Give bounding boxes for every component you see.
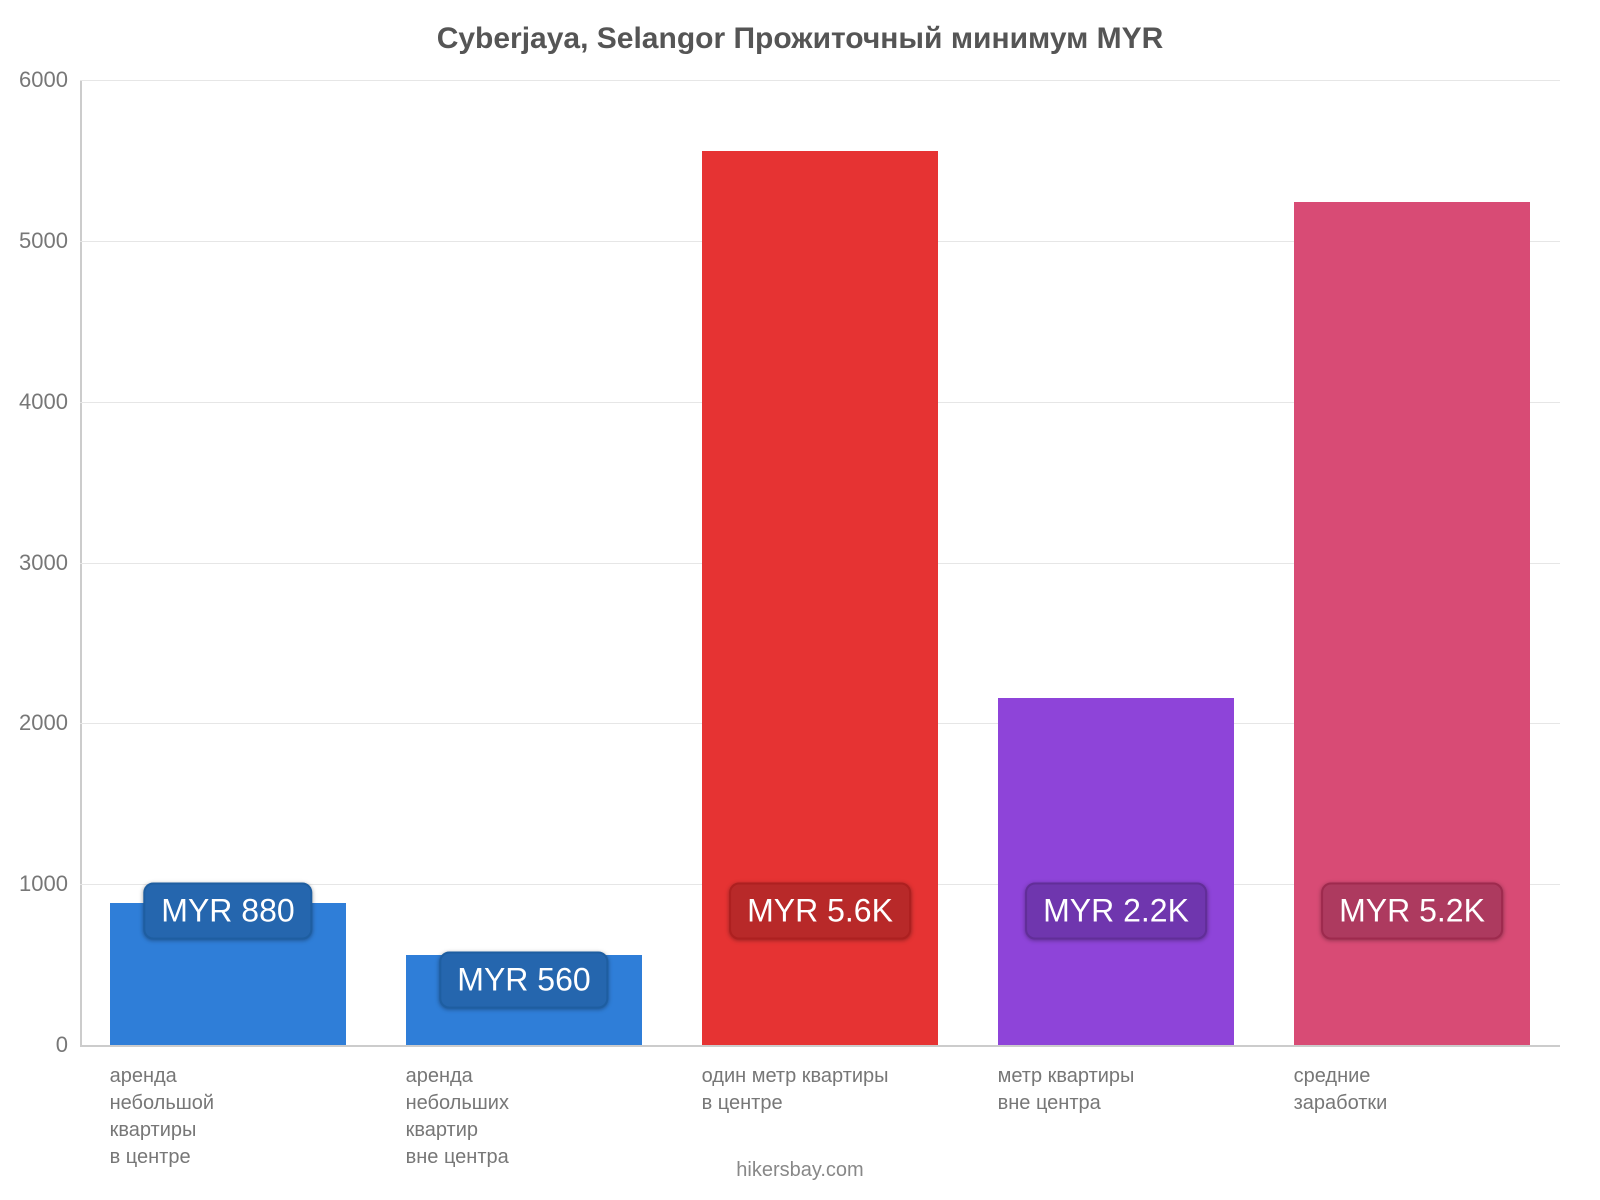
y-tick-label: 3000 [8, 550, 68, 576]
bar-value-label: MYR 2.2K [1025, 882, 1207, 939]
x-tick-label: аренда небольшой квартиры в центре [110, 1063, 376, 1171]
y-tick-label: 0 [8, 1032, 68, 1058]
cost-of-living-chart: Cyberjaya, Selangor Прожиточный минимум … [0, 0, 1600, 1200]
chart-title: Cyberjaya, Selangor Прожиточный минимум … [0, 22, 1600, 56]
bar-value-label: MYR 560 [439, 952, 608, 1009]
y-tick-label: 6000 [8, 67, 68, 93]
x-tick-label: аренда небольших квартир вне центра [406, 1063, 672, 1171]
y-tick-label: 5000 [8, 228, 68, 254]
y-tick-label: 1000 [8, 871, 68, 897]
plot-area: 0100020003000400050006000MYR 880аренда н… [80, 80, 1560, 1045]
y-tick-label: 4000 [8, 389, 68, 415]
baseline [80, 1045, 1560, 1047]
x-tick-label: средние заработки [1294, 1063, 1560, 1117]
gridline [80, 80, 1560, 81]
x-tick-label: один метр квартиры в центре [702, 1063, 968, 1117]
source-credit: hikersbay.com [0, 1159, 1600, 1182]
bar-value-label: MYR 5.6K [729, 882, 911, 939]
x-tick-label: метр квартиры вне центра [998, 1063, 1264, 1117]
bar-value-label: MYR 880 [143, 882, 312, 939]
bar-value-label: MYR 5.2K [1321, 882, 1503, 939]
bar [998, 698, 1235, 1045]
y-tick-label: 2000 [8, 710, 68, 736]
